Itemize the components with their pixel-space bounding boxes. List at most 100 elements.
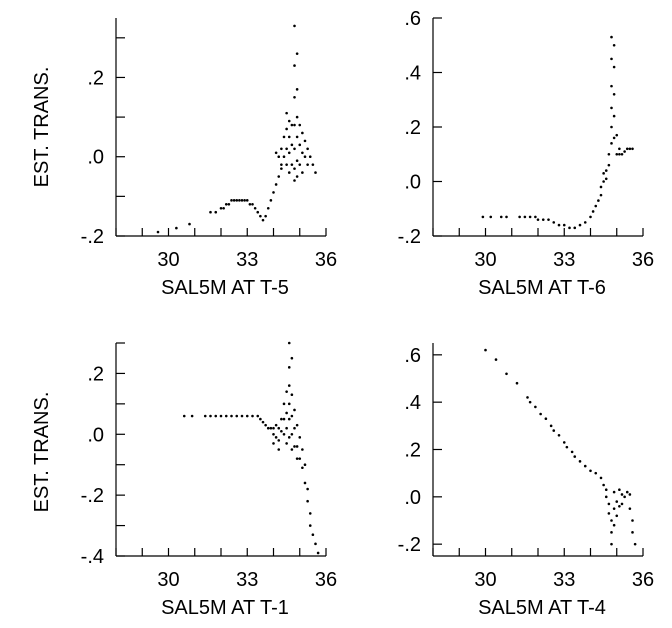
data-point <box>607 512 611 515</box>
data-point <box>282 432 286 436</box>
data-point <box>602 172 605 175</box>
data-point <box>285 411 288 415</box>
data-point <box>303 463 307 467</box>
data-point <box>604 177 608 181</box>
data-point <box>610 519 613 522</box>
chart-panel-3: -.4 -.2 .0 .2 30 33 36 SAL5M AT T-1 EST. TRANS. <box>31 341 337 619</box>
data-point <box>209 210 212 214</box>
data-point <box>589 215 592 219</box>
y-tick-label: -.2 <box>398 534 421 556</box>
chart-panel-4: -.2 .0 .2 .4 .6 30 33 36 SAL5M AT T-4 <box>398 343 654 619</box>
data-point <box>256 210 260 214</box>
y-axis-label: EST. TRANS. <box>31 392 53 513</box>
data-point <box>612 507 616 510</box>
data-point <box>214 414 218 418</box>
data-point <box>314 171 317 174</box>
data-point <box>602 483 605 487</box>
data-point <box>628 493 632 496</box>
data-point <box>240 199 244 202</box>
data-point <box>245 199 249 202</box>
data-point <box>293 147 296 151</box>
data-point <box>272 191 275 194</box>
data-point <box>610 57 613 61</box>
data-point <box>266 426 270 430</box>
data-point <box>287 402 291 406</box>
data-point <box>628 507 632 510</box>
data-point <box>316 551 320 555</box>
data-point <box>293 426 296 430</box>
data-point <box>298 163 302 166</box>
x-axis-label: SAL5M AT T-5 <box>161 277 289 299</box>
data-point <box>528 400 532 404</box>
data-point <box>628 147 632 151</box>
data-point <box>505 215 508 219</box>
y-tick-label: .6 <box>404 345 421 367</box>
data-point <box>230 199 233 202</box>
data-point <box>301 151 304 155</box>
y-axis-label: EST. TRANS. <box>31 67 53 188</box>
data-point <box>188 222 191 226</box>
data-point <box>280 167 283 170</box>
data-point <box>277 175 281 178</box>
data-point <box>222 206 225 210</box>
data-point <box>295 159 299 162</box>
data-point <box>526 396 529 399</box>
data-point <box>287 384 291 387</box>
data-point <box>280 417 283 421</box>
data-point <box>295 175 299 178</box>
data-point <box>259 417 262 421</box>
data-point <box>293 408 296 412</box>
x-axis-label: SAL5M AT T-6 <box>478 277 606 299</box>
data-point <box>615 133 619 137</box>
data-point <box>293 167 296 170</box>
data-point <box>557 434 561 437</box>
y-tick-label: .4 <box>404 63 421 85</box>
data-point <box>534 215 537 219</box>
data-point <box>583 464 587 468</box>
data-point <box>544 417 548 421</box>
data-point <box>306 499 309 503</box>
data-point <box>308 155 312 159</box>
data-point <box>287 151 291 155</box>
data-point <box>625 147 629 151</box>
data-point <box>219 414 223 418</box>
data-point <box>308 512 312 515</box>
data-point <box>308 524 312 527</box>
data-point <box>570 450 574 454</box>
data-point <box>306 487 309 491</box>
data-point <box>557 223 561 227</box>
data-point <box>156 230 160 234</box>
data-point <box>282 417 286 421</box>
x-axis-label: SAL5M AT T-1 <box>161 597 289 619</box>
data-point <box>303 481 307 485</box>
data-point <box>274 183 278 186</box>
data-point <box>618 147 621 151</box>
data-point <box>625 490 629 494</box>
x-tick-label: 36 <box>315 249 337 271</box>
data-point <box>224 202 228 206</box>
data-point <box>235 414 239 418</box>
data-point <box>610 542 613 546</box>
data-point <box>615 152 619 156</box>
data-point <box>311 163 315 166</box>
data-point <box>245 414 249 418</box>
data-point <box>287 436 291 439</box>
data-point <box>248 202 252 206</box>
data-point <box>599 185 603 189</box>
data-point <box>293 64 296 67</box>
data-point <box>285 442 288 445</box>
data-point <box>227 202 231 206</box>
data-point <box>253 206 257 210</box>
x-axis-label: SAL5M AT T-4 <box>478 597 606 619</box>
data-point <box>607 152 611 156</box>
data-point <box>604 488 608 492</box>
x-tick-label: 30 <box>474 569 496 591</box>
data-point <box>285 390 288 393</box>
data-point <box>620 493 624 496</box>
data-point <box>285 127 288 131</box>
data-point <box>306 163 309 166</box>
data-point <box>251 202 254 206</box>
data-point <box>269 426 273 430</box>
data-point <box>287 135 291 139</box>
